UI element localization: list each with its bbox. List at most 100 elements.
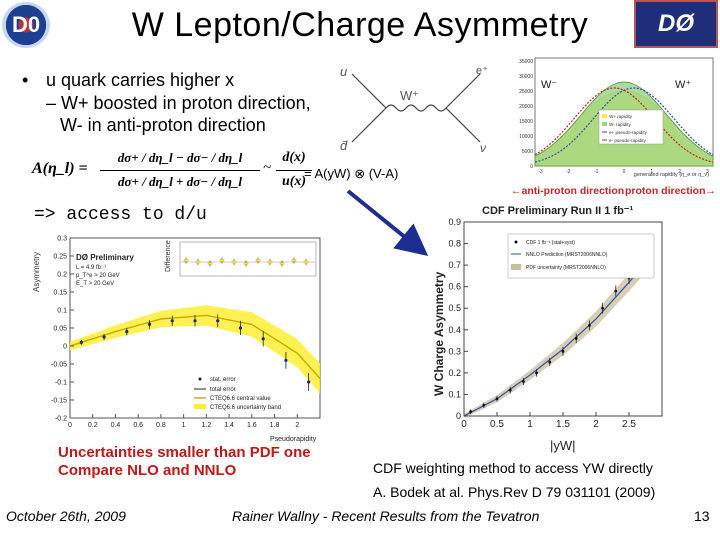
d0-y-tick: 0.2 (57, 272, 67, 279)
d0-y-tick: 0.15 (53, 290, 67, 297)
cdf-x-tick: 1.5 (556, 419, 570, 430)
cdf-x-tick: 0 (461, 419, 467, 430)
equation-fraction-num: dσ+ / dη_l − dσ− / dη_l (117, 150, 243, 165)
rapidity-x-tick: 0 (623, 169, 626, 175)
equation-convolution: = A(yW) ⊗ (V-A) (304, 166, 399, 181)
rapidity-legend-swatch-1 (602, 114, 607, 118)
cdf-data-point (522, 380, 525, 383)
cdf-legend-3: PDF uncertainty (MRST2006NNLO) (526, 265, 606, 271)
rapidity-y-tick: 10000 (519, 134, 533, 140)
cdf-asymmetry-plot: CDF Preliminary Run II 1 fb⁻¹ 0.90.80.70… (432, 205, 663, 453)
d0-inset-point (267, 260, 273, 264)
feynman-quark-line (351, 73, 387, 109)
d0-inset-frame (179, 241, 317, 277)
cdf-data-point (574, 337, 578, 340)
cdf-y-tick: 0.4 (448, 325, 461, 335)
d0-x-tick: 0.2 (88, 422, 98, 429)
cdf-y-tick: 0.6 (448, 282, 461, 292)
d0-data-point (193, 319, 197, 323)
cdf-legend-marker-1 (514, 240, 518, 244)
d0-inset-point (231, 260, 237, 264)
rapidity-legend-box (598, 109, 664, 145)
d0-x-tick: 1.6 (247, 422, 257, 429)
cdf-x-tick: 0.5 (490, 419, 504, 430)
uncertainty-note-2: Compare NLO and NNLO (58, 462, 237, 479)
rapidity-y-tick: 0 (530, 164, 533, 170)
d0-data-points (79, 314, 311, 392)
rapidity-legend-1: W+ rapidity (609, 114, 633, 119)
feynman-diagram: u d̄ W⁺ e⁺ ν (340, 64, 488, 154)
feynman-u-label: u (340, 64, 347, 79)
d0-data-point (307, 380, 311, 384)
d0-y-tick: -0.2 (55, 416, 67, 423)
d0-data-point (125, 330, 129, 334)
d0-y-tick: 0 (63, 344, 67, 351)
footer-page-number: 13 (694, 508, 710, 524)
cdf-y-tick: 0.5 (448, 303, 461, 313)
cdf-y-tick: 0.9 (448, 217, 461, 227)
d0-legend-marker-1 (198, 377, 202, 381)
rapidity-y-tick: 35000 (519, 59, 533, 65)
d0-legend-3: CTEQ6.6 central value (210, 396, 271, 402)
pointer-arrow-line (346, 189, 429, 257)
rapidity-e-minus-curve (534, 87, 714, 163)
bullet-line-1: u quark carries higher x (46, 70, 235, 90)
cdf-y-tick: 0.7 (448, 260, 461, 270)
rapidity-y-tick: 20000 (519, 104, 533, 110)
cdf-x-tick: 1 (527, 419, 533, 430)
feynman-lepton-line (445, 73, 481, 109)
cdf-method-line-1: CDF weighting method to access YW direct… (373, 460, 653, 476)
d0-legend-line-2: p_T^e > 20 GeV (76, 273, 120, 279)
rapidity-x-tick: 1 (650, 169, 653, 175)
cdf-data-point (561, 349, 565, 353)
d0-y-tick: -0.15 (51, 398, 67, 405)
equation-fraction-bar (100, 170, 260, 171)
d0-inset-ylabel: Difference (165, 240, 172, 272)
d0-data-point (79, 340, 83, 344)
d0-y-tick: -0.05 (51, 362, 67, 369)
rapidity-x-tick: -1 (594, 169, 599, 175)
feynman-e-label: e⁺ (476, 65, 488, 77)
proton-direction-label: proton direction→ (625, 185, 716, 197)
d0-inset-point (255, 259, 261, 262)
cdf-data-point (588, 324, 591, 327)
cdf-data-point (508, 388, 512, 392)
cdf-legend-box (507, 233, 655, 279)
d0-x-tick: 0 (68, 422, 72, 429)
rapidity-plot: 35000 30000 25000 20000 15000 10000 5000 0 -3 -2… (511, 57, 716, 197)
rapidity-x-axis-label: generated rapidity (η_e or η_ν) (634, 172, 709, 178)
cdf-y-axis-label: W Charge Asymmetry (432, 271, 446, 396)
d0-data-point (238, 326, 243, 330)
cdf-nnlo-curve (463, 258, 650, 417)
d0-legend-4: CTEQ6.6 uncertainty band (210, 405, 281, 411)
cdf-legend-2: NNLO Prediction (MRST2006NNLO) (526, 252, 608, 258)
rapidity-legend-4: e- pseudo-rapidity (609, 138, 646, 143)
equation-fraction-den: dσ+ / dη_l + dσ− / dη_l (118, 174, 242, 189)
d0-inset-point (303, 260, 309, 264)
rapidity-wplus-label: W⁺ (675, 79, 691, 91)
d0-x-tick: 1.4 (224, 422, 234, 429)
d0-inset-point (243, 262, 249, 265)
d0-legend-line-3: E_T > 20 GeV (76, 281, 114, 287)
cdf-data-point (614, 289, 618, 293)
d0-y-tick: 0.05 (53, 326, 67, 333)
cdf-y-tick: 0.3 (448, 346, 461, 356)
cdf-x-axis-label: |yW| (550, 438, 576, 453)
d0-x-axis-label: Pseudorapidity (270, 436, 317, 443)
d0-legend-line-1: L = 4.9 fb⁻¹ (76, 265, 106, 271)
cdf-method-line-2: A. Bodek at al. Phys.Rev D 79 031101 (20… (373, 484, 656, 500)
d0-inset-point (291, 259, 297, 262)
cdf-data-point (482, 403, 486, 407)
d0-data-point (170, 319, 174, 323)
d0-y-tick: 0.1 (57, 308, 67, 315)
equation-lhs: A(η_l) = (32, 160, 88, 177)
bullet-line-2: – W+ boosted in proton direction, (46, 93, 311, 113)
rapidity-y-ticks: 35000 30000 25000 20000 15000 10000 5000 0 (519, 59, 533, 170)
d0-y-ticks: 0.3 0.25 0.2 0.15 0.1 0.05 0 -0.05 -0.1 -0.15 -0.2 (51, 236, 74, 423)
uncertainty-note-1: Uncertainties smaller than PDF one (58, 444, 311, 461)
feynman-antiquark-line (351, 107, 387, 143)
rapidity-x-tick: 2 (678, 169, 681, 175)
d0-legend-title: DØ Preliminary (76, 253, 134, 262)
anti-proton-direction-label: ←anti-proton direction (511, 185, 624, 197)
cdf-x-tick: 2 (593, 419, 599, 430)
